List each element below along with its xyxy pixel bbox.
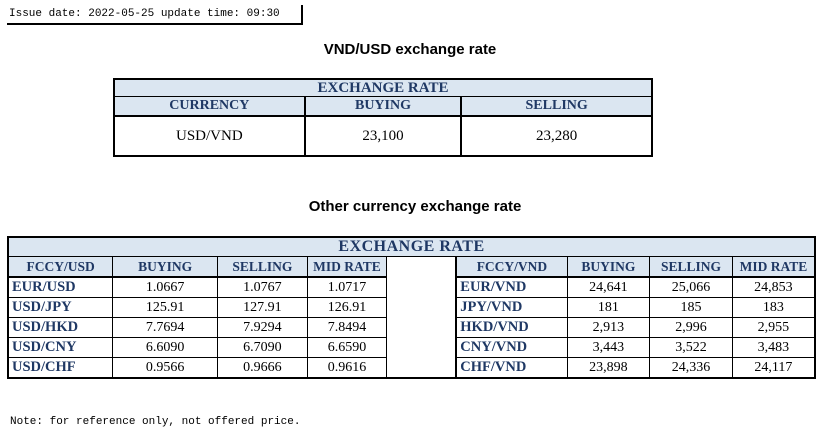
selling-cell: 2,996 xyxy=(649,317,733,338)
buying-cell: 3,443 xyxy=(567,337,651,358)
buying-cell: 181 xyxy=(567,297,651,318)
selling-cell: 3,522 xyxy=(649,337,733,358)
pair-cell: USD/JPY xyxy=(8,297,114,318)
buying-cell: 1.0667 xyxy=(112,277,219,298)
mid-rate-cell: 7.8494 xyxy=(307,317,388,338)
col-header-buying: BUYING xyxy=(112,256,219,278)
selling-cell: 0.9666 xyxy=(217,357,308,379)
table-row: USD/CHF 0.9566 0.9666 0.9616 CHF/VND 23,… xyxy=(8,357,815,379)
col-header-buying: BUYING xyxy=(567,256,651,278)
col-header-buying: BUYING xyxy=(304,96,463,117)
pair-cell: JPY/VND xyxy=(456,297,568,318)
table-row: USD/HKD 7.7694 7.9294 7.8494 HKD/VND 2,9… xyxy=(8,317,815,338)
col-header-fccy-usd: FCCY/USD xyxy=(8,256,114,278)
buying-cell: 6.6090 xyxy=(112,337,219,358)
pair-cell: EUR/VND xyxy=(456,277,568,298)
exchange-rate-band: EXCHANGE RATE xyxy=(8,237,815,257)
buying-cell: 23,100 xyxy=(304,116,463,156)
col-header-currency: CURRENCY xyxy=(114,96,306,117)
mid-rate-cell: 1.0717 xyxy=(307,277,388,298)
buying-cell: 125.91 xyxy=(112,297,219,318)
pair-cell: USD/HKD xyxy=(8,317,114,338)
col-header-fccy-vnd: FCCY/VND xyxy=(456,256,568,278)
selling-cell: 25,066 xyxy=(649,277,733,298)
pair-cell: HKD/VND xyxy=(456,317,568,338)
selling-cell: 127.91 xyxy=(217,297,308,318)
col-header-selling: SELLING xyxy=(461,96,652,117)
buying-cell: 7.7694 xyxy=(112,317,219,338)
col-header-selling: SELLING xyxy=(217,256,308,278)
mid-rate-cell: 24,853 xyxy=(732,277,815,298)
mid-rate-cell: 24,117 xyxy=(732,357,815,379)
vnd-usd-heading: VND/USD exchange rate xyxy=(323,41,497,58)
disclaimer-note: Note: for reference only, not offered pr… xyxy=(10,416,301,428)
selling-cell: 185 xyxy=(649,297,733,318)
selling-cell: 7.9294 xyxy=(217,317,308,338)
mid-rate-cell: 6.6590 xyxy=(307,337,388,358)
other-currency-table: EXCHANGE RATE FCCY/USD BUYING SELLING MI… xyxy=(7,236,816,379)
mid-rate-cell: 3,483 xyxy=(732,337,815,358)
table-row: USD/CNY 6.6090 6.7090 6.6590 CNY/VND 3,4… xyxy=(8,337,815,358)
table-row: USD/JPY 125.91 127.91 126.91 JPY/VND 181… xyxy=(8,297,815,318)
other-currency-heading: Other currency exchange rate xyxy=(308,198,522,215)
exchange-rate-band: EXCHANGE RATE xyxy=(114,79,652,97)
table-row: USD/VND 23,100 23,280 xyxy=(114,116,652,156)
selling-cell: 23,280 xyxy=(536,127,578,144)
table-row: EUR/USD 1.0667 1.0767 1.0717 EUR/VND 24,… xyxy=(8,277,815,298)
table-gap xyxy=(386,357,458,378)
issue-date-line: Issue date: 2022-05-25 update time: 09:3… xyxy=(7,5,303,25)
mid-rate-cell: 126.91 xyxy=(307,297,388,318)
buying-cell: 0.9566 xyxy=(112,357,219,379)
buying-cell: 24,641 xyxy=(567,277,651,298)
table-gap xyxy=(386,317,458,338)
table-gap xyxy=(386,277,458,298)
pair-cell: USD/CNY xyxy=(8,337,114,358)
col-header-mid-rate: MID RATE xyxy=(732,256,815,278)
col-header-selling: SELLING xyxy=(649,256,733,278)
selling-cell: 1.0767 xyxy=(217,277,308,298)
mid-rate-cell: 2,955 xyxy=(732,317,815,338)
vnd-usd-table: EXCHANGE RATE CURRENCY BUYING SELLING US… xyxy=(113,78,653,157)
table-gap xyxy=(386,256,458,277)
currency-cell: USD/VND xyxy=(114,116,306,156)
col-header-mid-rate: MID RATE xyxy=(307,256,388,278)
pair-cell: EUR/USD xyxy=(8,277,114,298)
selling-cell: 24,336 xyxy=(649,357,733,379)
pair-cell: CNY/VND xyxy=(456,337,568,358)
pair-cell: CHF/VND xyxy=(456,357,568,379)
buying-cell: 2,913 xyxy=(567,317,651,338)
table-gap xyxy=(386,337,458,358)
selling-cell: 6.7090 xyxy=(217,337,308,358)
table-gap xyxy=(386,297,458,318)
buying-cell: 23,898 xyxy=(567,357,651,379)
pair-cell: USD/CHF xyxy=(8,357,114,379)
mid-rate-cell: 183 xyxy=(732,297,815,318)
mid-rate-cell: 0.9616 xyxy=(307,357,388,379)
